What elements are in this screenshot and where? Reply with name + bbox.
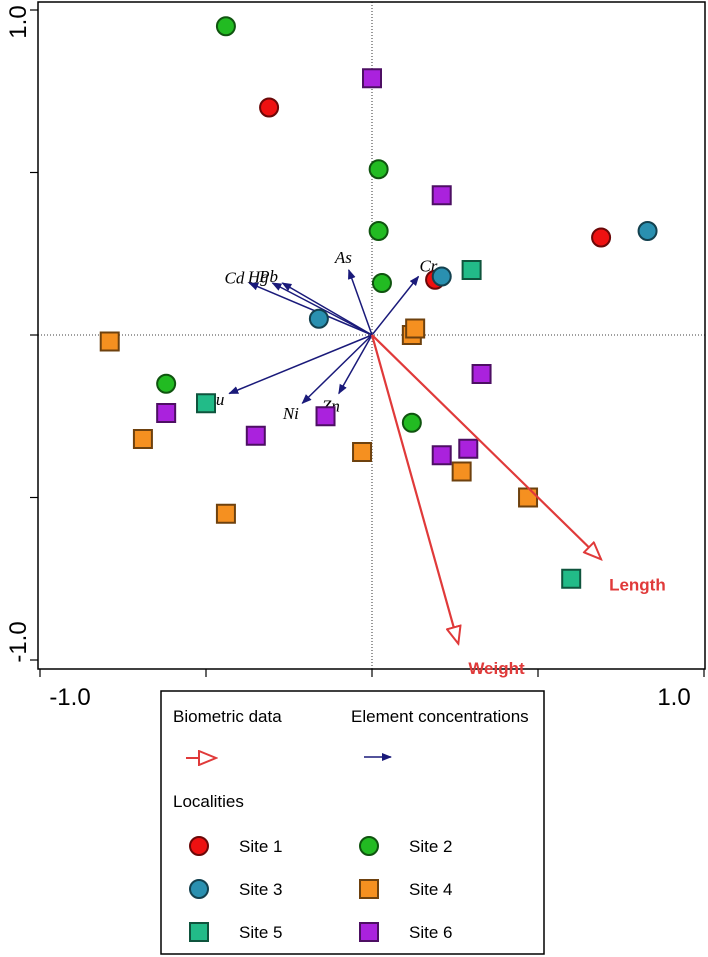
site-2-point-0 [215, 16, 236, 37]
site-6-point-5 [315, 406, 336, 427]
site-6-point-3 [156, 403, 177, 423]
site-4-point-2 [405, 318, 426, 339]
element-vector-hg [271, 282, 373, 336]
y-tick-label-top: 1.0 [5, 5, 32, 38]
element-label-cd: Cd [225, 269, 245, 288]
site-2-point-5 [401, 412, 422, 433]
site-4-point-0 [99, 331, 120, 352]
biometric-vector-length [371, 334, 601, 559]
site-6-point-4 [245, 425, 266, 446]
site-2-point-2 [368, 221, 389, 241]
element-vector-cd [248, 282, 373, 336]
x-tick-label-left: -1.0 [49, 684, 90, 711]
site-3-point-2 [637, 221, 658, 241]
biometric-vector-weight [370, 334, 458, 644]
y-tick-label-bottom: -1.0 [5, 621, 32, 662]
axis-ticks [30, 9, 705, 677]
site-5-point-0 [461, 260, 482, 280]
site-6-point-2 [471, 364, 492, 384]
element-vector-cu [228, 334, 373, 395]
legend-label-site-3: Site 3 [239, 880, 282, 899]
element-vector-zn [338, 334, 373, 395]
site-5-point-2 [561, 568, 582, 589]
legend-label-site-4: Site 4 [409, 880, 452, 899]
legend-label-site-1: Site 1 [239, 837, 282, 856]
site-4-point-4 [352, 442, 373, 462]
site-5-point-1 [196, 393, 216, 414]
element-label-ni: Ni [282, 404, 299, 423]
site-2-point-4 [156, 373, 177, 394]
site-6-point-6 [431, 445, 452, 466]
site-4-point-5 [451, 461, 472, 482]
site-3-point-0 [308, 308, 329, 329]
legend-marker-site-6 [359, 922, 379, 942]
legend: Biometric data Element concentrations Lo… [160, 690, 545, 955]
element-label-pb: Pb [258, 267, 278, 286]
element-vector-cr [371, 275, 420, 336]
legend-header-biometric: Biometric data [173, 707, 282, 726]
legend-marker-site-4 [359, 879, 379, 899]
element-label-as: As [334, 248, 352, 267]
element-vector-pb [281, 282, 373, 336]
element-label-hg: Hg [247, 268, 269, 287]
site-6-point-0 [362, 68, 382, 89]
site-2-point-3 [371, 273, 392, 293]
legend-label-site-6: Site 6 [409, 923, 452, 942]
site-6-point-7 [458, 438, 479, 459]
legend-marker-site-1 [189, 836, 209, 856]
biometric-vectors: Length Weight [370, 334, 666, 678]
biometric-label-length: Length [609, 575, 666, 594]
site-points [99, 16, 658, 589]
legend-marker-site-5 [189, 922, 209, 942]
site-2-point-1 [368, 159, 389, 180]
x-tick-label-right: 1.0 [657, 684, 690, 711]
legend-marker-site-2 [359, 836, 379, 856]
legend-label-site-5: Site 5 [239, 923, 282, 942]
legend-header-localities: Localities [173, 792, 244, 811]
element-vector-ni [301, 334, 373, 404]
site-4-point-6 [518, 487, 539, 508]
biometric-label-weight: Weight [468, 659, 525, 678]
site-4-point-7 [215, 503, 236, 524]
site-6-point-1 [431, 185, 452, 206]
legend-marker-site-3 [189, 879, 209, 899]
legend-items: Site 1 Site 2 Site 3 Site 4 Site 5 Site 6 [189, 836, 452, 942]
site-1-point-0 [259, 97, 280, 118]
site-4-point-3 [132, 429, 153, 449]
legend-frame [160, 690, 545, 955]
legend-header-elements: Element concentrations [351, 707, 529, 726]
site-3-point-1 [431, 266, 452, 287]
legend-label-site-2: Site 2 [409, 837, 452, 856]
element-vector-as [348, 269, 373, 336]
site-1-point-2 [591, 227, 612, 248]
